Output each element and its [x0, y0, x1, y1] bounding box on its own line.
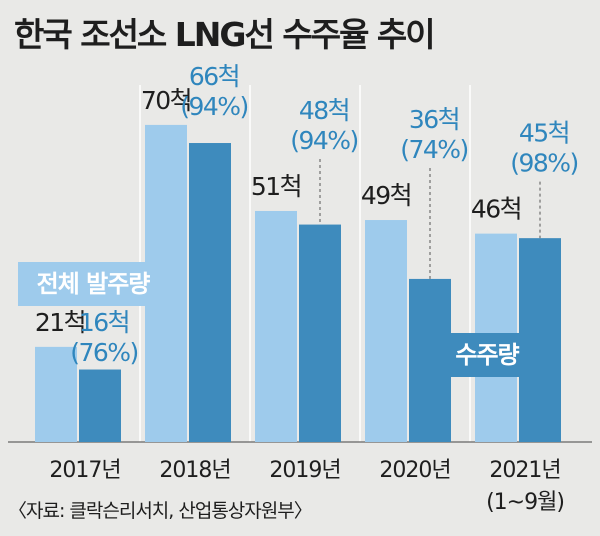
- label-share-3: (74%): [400, 135, 468, 164]
- bar-won-2: [299, 224, 341, 442]
- x-tick-3: 2020년: [379, 458, 450, 483]
- legend-total-label: 전체 발주량: [37, 270, 151, 298]
- legend-total-box: [18, 262, 168, 306]
- bar-total-2: [255, 210, 297, 442]
- bar-won-1: [189, 143, 231, 442]
- label-share-0: (76%): [70, 338, 138, 367]
- label-won-1: 66척: [189, 62, 239, 91]
- label-won-0: 16척: [79, 308, 129, 337]
- label-won-3: 36척: [409, 105, 459, 134]
- label-total-4: 46척: [471, 195, 521, 224]
- label-share-1: (94%): [180, 92, 248, 121]
- label-won-2: 48척: [299, 96, 349, 125]
- label-won-4: 45척: [519, 119, 569, 148]
- source-note: 〈자료: 클락슨리서치, 산업통상자원부〉: [8, 500, 312, 522]
- x-tick-4: 2021년: [489, 458, 560, 483]
- x-tick-note-4: (1~9월): [486, 490, 564, 515]
- label-total-0: 21척: [35, 308, 85, 337]
- x-tick-0: 2017년: [49, 458, 120, 483]
- bar-total-3: [365, 220, 407, 442]
- label-share-2: (94%): [290, 126, 358, 155]
- legend-won-box: [437, 333, 537, 377]
- label-total-2: 51척: [251, 172, 301, 201]
- label-total-1: 70척: [141, 86, 191, 115]
- x-tick-2: 2019년: [269, 458, 340, 483]
- label-total-3: 49척: [361, 181, 411, 210]
- x-tick-1: 2018년: [159, 458, 230, 483]
- bar-won-0: [79, 369, 121, 442]
- chart-title: 한국 조선소 LNG선 수주율 추이: [14, 15, 436, 54]
- label-share-4: (98%): [510, 149, 578, 178]
- bar-total-0: [35, 346, 77, 442]
- legend-won-label: 수주량: [455, 341, 519, 369]
